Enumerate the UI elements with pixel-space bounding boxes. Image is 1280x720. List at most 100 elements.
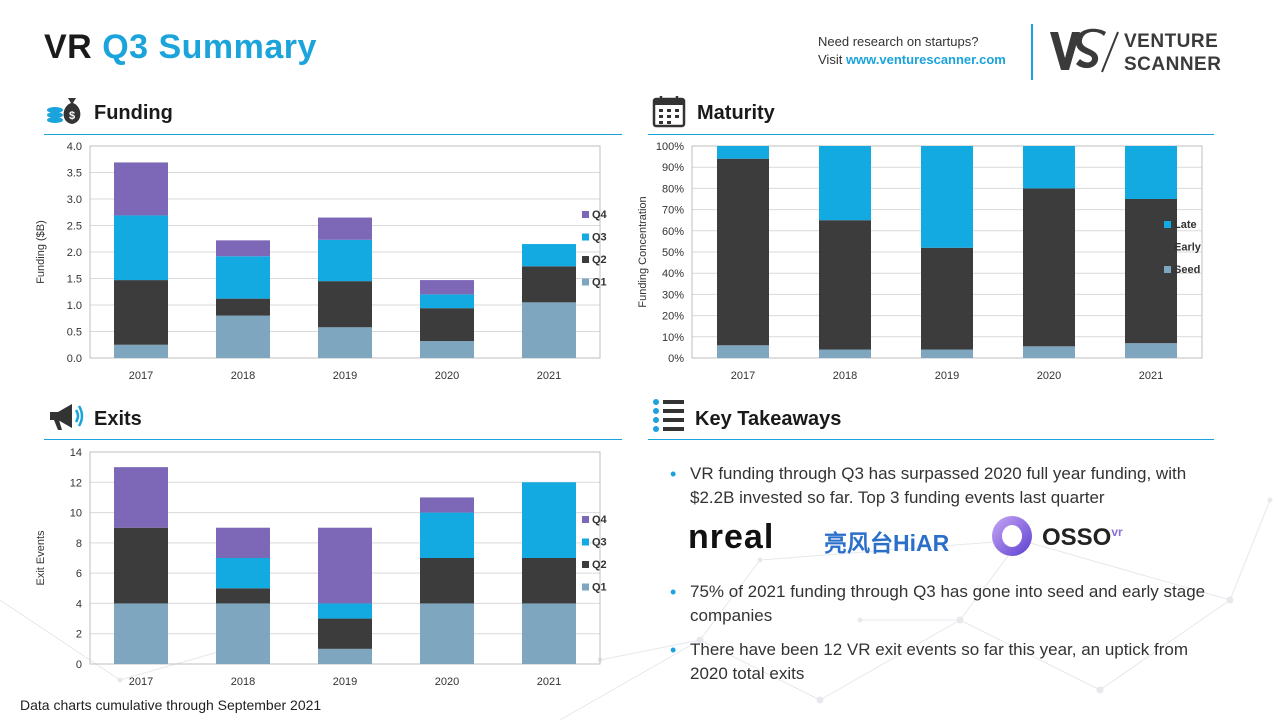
y-tick-label: 90%	[662, 162, 684, 174]
megaphone-icon	[50, 404, 84, 430]
header-divider	[1031, 24, 1033, 80]
legend-label: Seed	[1174, 264, 1200, 276]
x-tick-label: 2021	[537, 676, 561, 688]
section-divider	[648, 439, 1214, 440]
y-tick-label: 60%	[662, 226, 684, 238]
takeaways-list: • VR funding through Q3 has surpassed 202…	[668, 462, 1208, 696]
bullet-icon: •	[670, 640, 677, 660]
x-tick-label: 2021	[537, 370, 561, 382]
osso-logo-mark	[992, 516, 1032, 556]
y-tick-label: 2.0	[67, 247, 82, 259]
y-tick-label: 10	[70, 508, 82, 520]
bullet-icon: •	[670, 464, 677, 484]
y-axis-label: Exit Events	[35, 530, 47, 586]
osso-logo-text: OSSOvr	[1042, 524, 1123, 552]
title-prefix: VR	[44, 28, 93, 66]
bar-segment	[717, 146, 769, 159]
y-tick-label: 4	[76, 598, 82, 610]
bar-segment	[216, 298, 270, 316]
bar-segment	[522, 266, 576, 303]
legend-swatch	[582, 538, 589, 546]
y-tick-label: 6	[76, 568, 82, 580]
y-tick-label: 3.5	[67, 168, 82, 180]
x-tick-label: 2019	[333, 676, 357, 688]
bar-segment	[420, 497, 474, 513]
y-tick-label: 0%	[668, 353, 684, 365]
bar-segment	[717, 345, 769, 358]
bar-segment	[1023, 188, 1075, 347]
y-tick-label: 40%	[662, 268, 684, 280]
takeaway-text: VR funding through Q3 has surpassed 2020…	[690, 464, 1187, 507]
y-tick-label: 0	[76, 659, 82, 671]
legend-swatch	[1164, 221, 1171, 228]
section-title-funding: Funding	[94, 102, 173, 124]
bar-segment	[114, 527, 168, 604]
takeaway-item: • 75% of 2021 funding through Q3 has gone…	[668, 580, 1208, 628]
bar-segment	[216, 603, 270, 664]
x-tick-label: 2017	[129, 676, 153, 688]
y-tick-label: 0.5	[67, 327, 82, 339]
y-tick-label: 50%	[662, 247, 684, 259]
bar-segment	[1125, 343, 1177, 358]
maturity-chart: 0% 10% 20% 30% 40% 50% 60% 70% 80% 90% 100% Funding…	[637, 141, 1203, 382]
bar-segment	[318, 217, 372, 240]
x-tick-label: 2019	[935, 370, 959, 382]
brand-line2: SCANNER	[1124, 54, 1222, 75]
section-divider	[648, 134, 1214, 135]
bar-segment	[921, 349, 973, 358]
legend-label: Q3	[592, 232, 607, 244]
bar-segment	[1023, 146, 1075, 189]
y-tick-label: 10%	[662, 332, 684, 344]
x-tick-label: 2018	[833, 370, 857, 382]
funding-logos: nreal 亮风台HiAR OSSOvr	[688, 512, 1208, 562]
y-tick-label: 1.5	[67, 274, 82, 286]
promo-line: Need research on startups?	[818, 34, 979, 49]
bar-segment	[318, 603, 372, 619]
promo-link[interactable]: www.venturescanner.com	[845, 52, 1006, 67]
takeaway-text: 75% of 2021 funding through Q3 has gone …	[690, 582, 1206, 625]
nreal-logo: nreal	[688, 518, 775, 556]
y-axis-label: Funding Concentration	[637, 196, 649, 307]
bar-segment	[420, 280, 474, 295]
bar-segment	[420, 603, 474, 664]
legend-label: Q1	[592, 277, 607, 289]
bar-segment	[921, 146, 973, 248]
y-tick-label: 2	[76, 629, 82, 641]
page-title: VR Q3 Summary	[44, 28, 317, 67]
promo-text: Need research on startups? Visit www.ven…	[818, 33, 1006, 69]
x-tick-label: 2017	[129, 370, 153, 382]
x-tick-label: 2020	[435, 370, 459, 382]
x-tick-label: 2021	[1139, 370, 1163, 382]
bar-segment	[522, 244, 576, 267]
bar-segment	[717, 158, 769, 346]
legend-swatch	[582, 256, 589, 263]
bar-segment	[1023, 346, 1075, 358]
y-tick-label: 20%	[662, 311, 684, 323]
legend-label: Early	[1174, 242, 1202, 254]
bar-segment	[819, 146, 871, 221]
logo-slash	[1101, 31, 1119, 73]
x-tick-label: 2020	[435, 676, 459, 688]
legend-swatch	[582, 233, 589, 241]
x-tick-label: 2018	[231, 370, 255, 382]
osso-sup: vr	[1111, 525, 1123, 539]
section-title-exits: Exits	[94, 408, 142, 430]
money-bag-icon: $	[47, 98, 81, 124]
bar-segment	[1125, 146, 1177, 199]
hiar-logo: 亮风台HiAR	[824, 530, 950, 556]
section-title-takeaways: Key Takeaways	[695, 408, 842, 430]
x-tick-label: 2018	[231, 676, 255, 688]
bar-segment	[318, 527, 372, 604]
bar-segment	[318, 618, 372, 649]
section-title-maturity: Maturity	[697, 102, 775, 124]
bar-segment	[114, 215, 168, 281]
brand-line1: VENTURE	[1124, 31, 1219, 52]
bar-segment	[114, 280, 168, 345]
bar-segment	[921, 247, 973, 350]
bar-segment	[522, 558, 576, 604]
bar-segment	[420, 294, 474, 309]
bar-segment	[318, 327, 372, 358]
y-tick-label: 100%	[656, 141, 684, 153]
x-tick-label: 2019	[333, 370, 357, 382]
bullet-icon: •	[670, 582, 677, 602]
